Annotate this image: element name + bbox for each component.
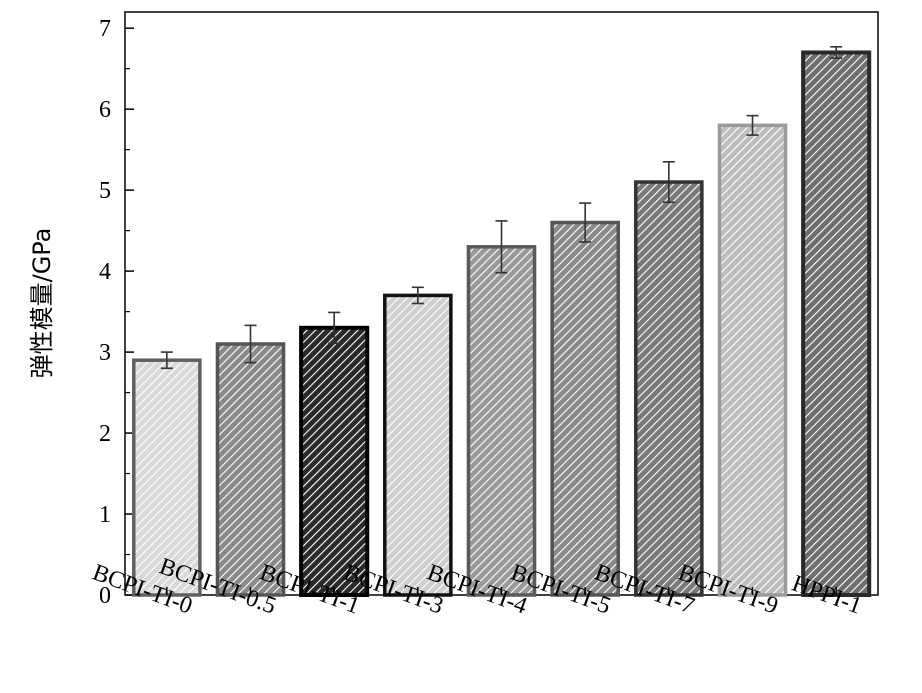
bar-hatch — [384, 295, 451, 595]
bar-hatch — [719, 125, 786, 595]
y-tick-label: 6 — [99, 97, 111, 123]
y-tick-label: 1 — [99, 502, 111, 528]
bar-hatch — [803, 52, 870, 596]
y-tick-label: 0 — [99, 583, 111, 609]
bar-hatch — [552, 222, 619, 595]
bar-hatch — [468, 246, 535, 595]
bar-hatch — [301, 327, 368, 595]
y-tick-label: 2 — [99, 421, 111, 447]
bar-hatch — [217, 343, 284, 595]
y-tick-label: 5 — [99, 178, 111, 204]
y-axis-label: 弹性模量/GPa — [28, 228, 56, 379]
bar-hatch — [635, 182, 702, 595]
y-tick-label: 4 — [99, 259, 111, 285]
y-tick-label: 7 — [99, 16, 111, 42]
y-tick-label: 3 — [99, 340, 111, 366]
bar-hatch — [133, 360, 200, 595]
